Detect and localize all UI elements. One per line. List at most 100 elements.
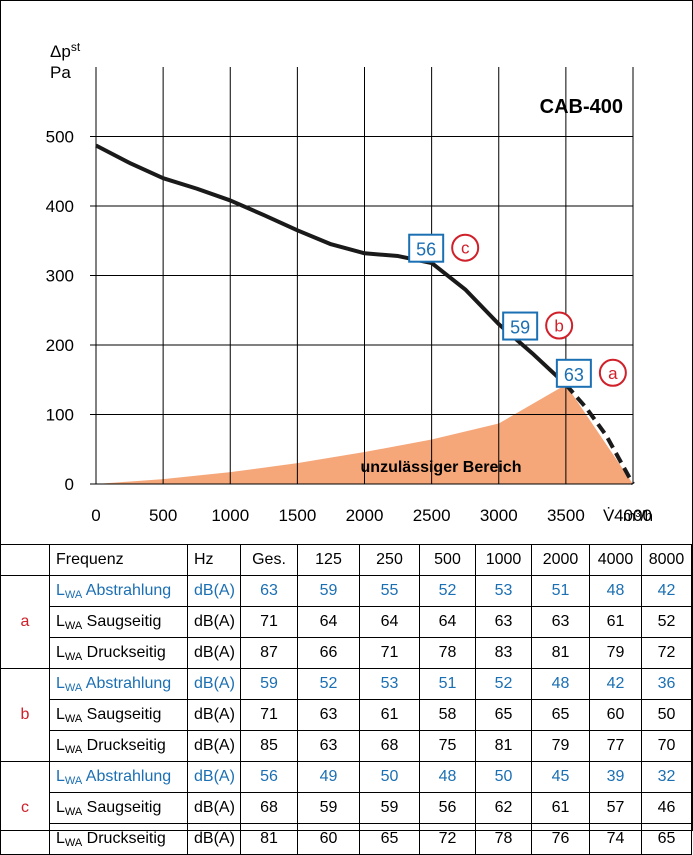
- value-cell: 64: [419, 606, 476, 638]
- row-label: LWA Saugseitig: [49, 699, 188, 731]
- curve-letter: a: [608, 364, 618, 383]
- annotation-b: 59 b: [502, 311, 574, 341]
- y-tick-label: 200: [46, 336, 74, 355]
- value-cell: 52: [641, 606, 692, 638]
- row-unit: dB(A): [187, 761, 241, 793]
- value-cell: 61: [531, 792, 590, 824]
- value-cell: 59: [240, 668, 298, 700]
- value-cell: 78: [419, 637, 476, 669]
- table-row: b LWA Abstrahlung dB(A) 59 52 53 51 52 48 42 36: [0, 668, 692, 762]
- x-tick-label: 2000: [346, 506, 384, 525]
- value-cell: 51: [419, 668, 476, 700]
- row-unit: dB(A): [187, 823, 241, 855]
- value-cell: 42: [589, 668, 642, 700]
- row-label: LWA Druckseitig: [49, 730, 188, 762]
- row-unit: dB(A): [187, 637, 241, 669]
- value-cell: 65: [475, 699, 532, 731]
- value-cell: 61: [589, 606, 642, 638]
- grid-layer: [90, 67, 634, 485]
- value-cell: 79: [589, 637, 642, 669]
- value-cell: 81: [475, 730, 532, 762]
- value-cell: 45: [531, 761, 590, 793]
- value-cell: 48: [531, 668, 590, 700]
- value-cell: 78: [475, 823, 532, 855]
- sound-level-badge: [408, 233, 445, 263]
- table-row: LWA Druckseitig dB(A) 81 60 65 72 78 76 74 65: [1, 823, 692, 855]
- group-letter: c: [0, 761, 50, 855]
- group-letter: a: [0, 575, 50, 669]
- value-cell: 83: [475, 637, 532, 669]
- value-cell: 52: [297, 668, 360, 700]
- value-cell: 64: [297, 606, 360, 638]
- row-label: LWA Druckseitig: [49, 637, 188, 669]
- row-label: LWA Saugseitig: [49, 606, 188, 638]
- value-cell: 71: [359, 637, 420, 669]
- value-cell: 48: [589, 575, 642, 607]
- group-letter: b: [0, 668, 50, 762]
- value-cell: 59: [297, 792, 360, 824]
- value-cell: 79: [531, 730, 590, 762]
- value-cell: 64: [359, 606, 420, 638]
- annotation-a: 63 a: [555, 358, 627, 388]
- table-row: c LWA Abstrahlung dB(A) 56 49 50 48 50 45 39 32: [0, 761, 692, 855]
- y-tick-label: 300: [46, 267, 74, 286]
- table-row: LWA Saugseitig dB(A) 71 64 64 64 63 63 61 52: [1, 606, 692, 638]
- curve-letter-circle: [598, 358, 627, 387]
- value-cell: 58: [419, 699, 476, 731]
- x-tick-label: 0: [91, 506, 100, 525]
- sound-data-table: Frequenz Hz Ges. 125 250 500 1000 2000 4…: [0, 544, 692, 855]
- fan-curve-dashed: [564, 383, 635, 485]
- header-cell: 8000: [641, 544, 692, 576]
- header-cell: 500: [419, 544, 476, 576]
- value-cell: 68: [359, 730, 420, 762]
- value-cell: 52: [419, 575, 476, 607]
- value-cell: 50: [475, 761, 532, 793]
- value-cell: 36: [641, 668, 692, 700]
- x-tick-label: 1500: [278, 506, 316, 525]
- row-unit: dB(A): [187, 730, 241, 762]
- x-tick-label: 500: [149, 506, 177, 525]
- header-group-cell: [0, 544, 50, 576]
- value-cell: 57: [589, 792, 642, 824]
- value-cell: 42: [641, 575, 692, 607]
- table-row: LWA Druckseitig dB(A) 87 66 71 78 83 81 79 72: [1, 637, 692, 669]
- value-cell: 48: [419, 761, 476, 793]
- value-cell: 65: [531, 699, 590, 731]
- header-cell: 1000: [475, 544, 532, 576]
- value-cell: 53: [359, 668, 420, 700]
- y-tick-label: 100: [46, 406, 74, 425]
- sound-level-badge: [555, 358, 592, 388]
- value-cell: 56: [240, 761, 298, 793]
- value-cell: 77: [589, 730, 642, 762]
- value-cell: 71: [240, 699, 298, 731]
- header-cell: Frequenz: [49, 544, 188, 576]
- value-cell: 61: [359, 699, 420, 731]
- value-cell: 87: [240, 637, 298, 669]
- forbidden-region-label: unzulässiger Bereich: [361, 459, 522, 476]
- table-row: LWA Saugseitig dB(A) 68 59 59 56 62 61 57 46: [1, 792, 692, 824]
- value-cell: 81: [531, 637, 590, 669]
- value-cell: 63: [240, 575, 298, 607]
- sound-level-value: 56: [416, 240, 436, 260]
- chart-title: CAB-400: [540, 96, 623, 118]
- value-cell: 55: [359, 575, 420, 607]
- value-cell: 62: [475, 792, 532, 824]
- value-cell: 65: [359, 823, 420, 855]
- value-cell: 52: [475, 668, 532, 700]
- value-cell: 63: [297, 730, 360, 762]
- x-tick-label: 4000: [614, 506, 652, 525]
- x-axis-unit: m³/h: [623, 508, 653, 525]
- row-unit: dB(A): [187, 668, 241, 700]
- y-axis-symbol: Δpst: [50, 40, 81, 61]
- y-tick-label: 400: [46, 197, 74, 216]
- row-label: LWA Saugseitig: [49, 792, 188, 824]
- row-unit: dB(A): [187, 606, 241, 638]
- curve-letter: b: [554, 317, 563, 336]
- value-cell: 75: [419, 730, 476, 762]
- pressure-flow-chart: 56 c59 b63 a 0 500 1000 1500 2000 2500 3000 3500 40…: [46, 40, 653, 525]
- fan-curve-solid: [95, 143, 568, 387]
- value-cell: 39: [589, 761, 642, 793]
- sound-level-value: 63: [564, 365, 584, 385]
- table-row: LWA Druckseitig dB(A) 85 63 68 75 81 79 77 70: [1, 730, 692, 762]
- value-cell: 32: [641, 761, 692, 793]
